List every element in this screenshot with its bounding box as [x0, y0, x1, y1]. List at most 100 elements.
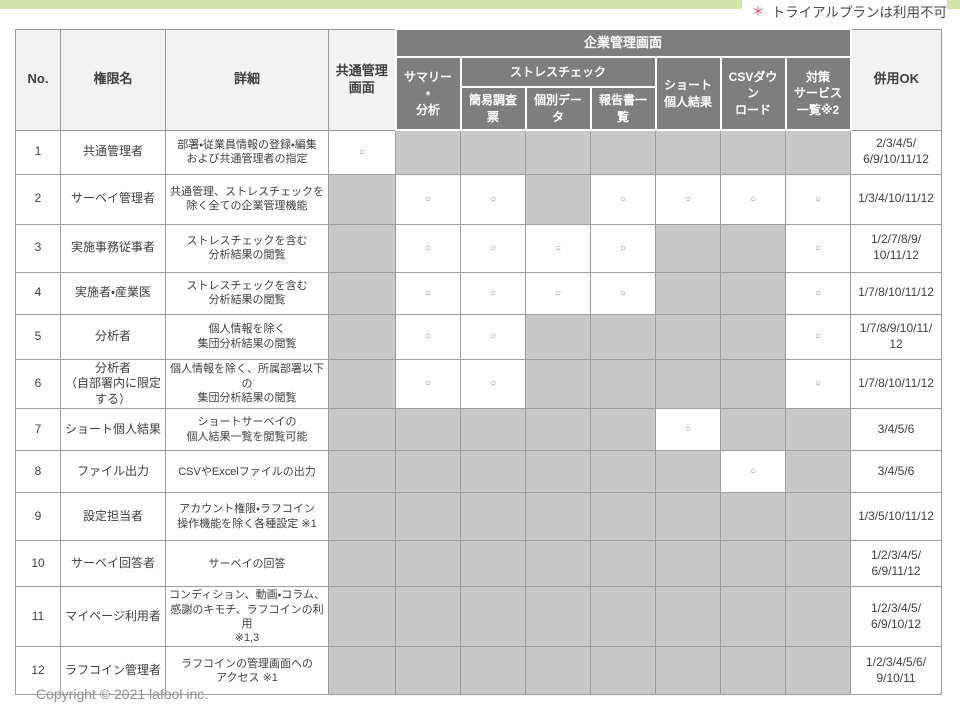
cell-summary-analysis [395, 129, 461, 175]
cell-common-admin [328, 492, 396, 542]
role-detail: 共通管理、ストレスチェックを 除く全ての企業管理機能 [165, 173, 329, 225]
cell-summary-analysis: ○ [395, 358, 461, 410]
cell-summary-analysis [395, 492, 461, 542]
cell-csv-download [720, 646, 786, 696]
role-detail: CSVやExcelファイルの出力 [165, 450, 329, 494]
table-row: 9 設定担当者 アカウント権限・ラフコイン 操作機能を除く各種設定 ※1 1/3/5/… [15, 492, 943, 542]
cell-summary-analysis: ○ [395, 271, 461, 315]
row-number: 6 [15, 358, 61, 410]
col-header-measure-service: 対策 サービス 一覧※2 [784, 56, 852, 131]
header-row-1: No. 権限名 詳細 共通管理 画面 企業管理画面 併用OK [15, 28, 943, 131]
col-header-common-admin: 共通管理 画面 [328, 28, 396, 131]
top-accent-bar [0, 0, 960, 9]
role-name: サーベイ管理者 [60, 173, 166, 225]
cell-report-list [590, 586, 656, 648]
table-row: 8 ファイル出力 CSVやExcelファイルの出力 ○ 3/4/5/6 [15, 450, 943, 494]
row-number: 3 [15, 223, 61, 273]
cell-individual-data [525, 408, 591, 452]
combined-ok: 1/7/8/10/11/12 [850, 358, 943, 410]
table-row: 12 ラフコイン管理者 ラフコインの管理画面への アクセス ※1 1/2/3/4/5/… [15, 646, 943, 696]
col-header-summary-analysis: サマリー ・ 分析 [394, 56, 462, 131]
role-name: ショート個人結果 [60, 408, 166, 452]
cell-csv-download [720, 313, 786, 360]
cell-common-admin [328, 223, 396, 273]
cell-measure-service: ○ [784, 173, 852, 225]
col-header-individual-data: 個別データ [524, 86, 592, 131]
role-name: マイページ利用者 [60, 586, 166, 648]
header-row-2: サマリー ・ 分析 ストレスチェック ショート 個人結果 CSVダウン ロード … [16, 56, 942, 131]
role-detail: アカウント権限・ラフコイン 操作機能を除く各種設定 ※1 [165, 492, 329, 542]
cell-measure-service: ○ [784, 223, 852, 273]
col-header-simple-survey: 簡易調査票 [459, 86, 527, 131]
cell-common-admin [328, 271, 396, 315]
combined-ok: 1/2/3/4/5/6/ 9/10/11 [850, 646, 943, 696]
cell-measure-service [784, 646, 852, 696]
cell-common-admin [328, 646, 396, 696]
cell-measure-service [784, 129, 852, 175]
cell-common-admin [328, 313, 396, 360]
permissions-table: No. 権限名 詳細 共通管理 画面 企業管理画面 併用OK サマリー ・ 分析… [15, 28, 943, 696]
cell-short-result [655, 646, 721, 696]
cell-short-result [655, 450, 721, 494]
cell-simple-survey: ○ [460, 173, 526, 225]
cell-individual-data [525, 129, 591, 175]
cell-report-list [590, 313, 656, 360]
trial-note-text: トライアルプランは利用不可 [771, 4, 947, 20]
cell-short-result [655, 223, 721, 273]
table-row: 3 実施事務従事者 ストレスチェックを含む 分析結果の閲覧 ○ ○ ○ ○ ○ 1/2/7/8/… [15, 223, 943, 273]
cell-report-list [590, 540, 656, 588]
cell-short-result [655, 358, 721, 410]
row-number: 8 [15, 450, 61, 494]
row-number: 11 [15, 586, 61, 648]
col-header-combined-ok: 併用OK [850, 28, 943, 131]
col-header-corp-admin: 企業管理画面 [394, 28, 852, 58]
cell-report-list [590, 358, 656, 410]
cell-measure-service: ○ [784, 358, 852, 410]
cell-csv-download [720, 492, 786, 542]
cell-summary-analysis: ○ [395, 223, 461, 273]
cell-summary-analysis [395, 646, 461, 696]
cell-simple-survey [460, 586, 526, 648]
cell-measure-service: ○ [784, 313, 852, 360]
role-name: 実施者・産業医 [60, 271, 166, 315]
col-header-no: No. [15, 28, 61, 131]
cell-summary-analysis: ○ [395, 313, 461, 360]
cell-individual-data [525, 358, 591, 410]
combined-ok: 3/4/5/6 [850, 450, 943, 494]
cell-report-list: ○ [590, 173, 656, 225]
cell-simple-survey [460, 646, 526, 696]
cell-simple-survey [460, 408, 526, 452]
cell-report-list: ○ [590, 271, 656, 315]
col-header-detail: 詳細 [165, 28, 329, 131]
cell-common-admin [328, 358, 396, 410]
header-row-3: 簡易調査票 個別データ 報告書一覧 [16, 86, 942, 131]
role-name: 共通管理者 [60, 129, 166, 175]
role-detail: 個人情報を除く 集団分析結果の閲覧 [165, 313, 329, 360]
cell-individual-data [525, 586, 591, 648]
cell-individual-data [525, 173, 591, 225]
cell-measure-service [784, 586, 852, 648]
cell-individual-data: ○ [525, 223, 591, 273]
row-number: 7 [15, 408, 61, 452]
col-header-short-result: ショート 個人結果 [654, 56, 722, 131]
cell-common-admin [328, 173, 396, 225]
role-name: ラフコイン管理者 [60, 646, 166, 696]
cell-csv-download [720, 358, 786, 410]
cell-report-list [590, 450, 656, 494]
cell-csv-download [720, 129, 786, 175]
table-row: 2 サーベイ管理者 共通管理、ストレスチェックを 除く全ての企業管理機能 ○ ○ ○ ○ ○ ○… [15, 173, 943, 225]
cell-short-result: ○ [655, 408, 721, 452]
table-row: 11 マイページ利用者 コンディション、動画・コラム、 感謝のキモチ、ラフコインの利… [15, 586, 943, 648]
table-row: 1 共通管理者 部署・従業員情報の登録・編集 および共通管理者の指定 ○ 2/3/4/5… [15, 129, 943, 175]
cell-common-admin [328, 450, 396, 494]
combined-ok: 1/7/8/10/11/12 [850, 271, 943, 315]
cell-short-result [655, 313, 721, 360]
role-detail: ラフコインの管理画面への アクセス ※1 [165, 646, 329, 696]
cell-measure-service: ○ [784, 271, 852, 315]
cell-measure-service [784, 450, 852, 494]
cell-individual-data: ○ [525, 271, 591, 315]
role-detail: コンディション、動画・コラム、 感謝のキモチ、ラフコインの利用 ※1,3 [165, 586, 329, 648]
table-row: 4 実施者・産業医 ストレスチェックを含む 分析結果の閲覧 ○ ○ ○ ○ ○ 1/7/8/10… [15, 271, 943, 315]
row-number: 5 [15, 313, 61, 360]
cell-short-result [655, 540, 721, 588]
